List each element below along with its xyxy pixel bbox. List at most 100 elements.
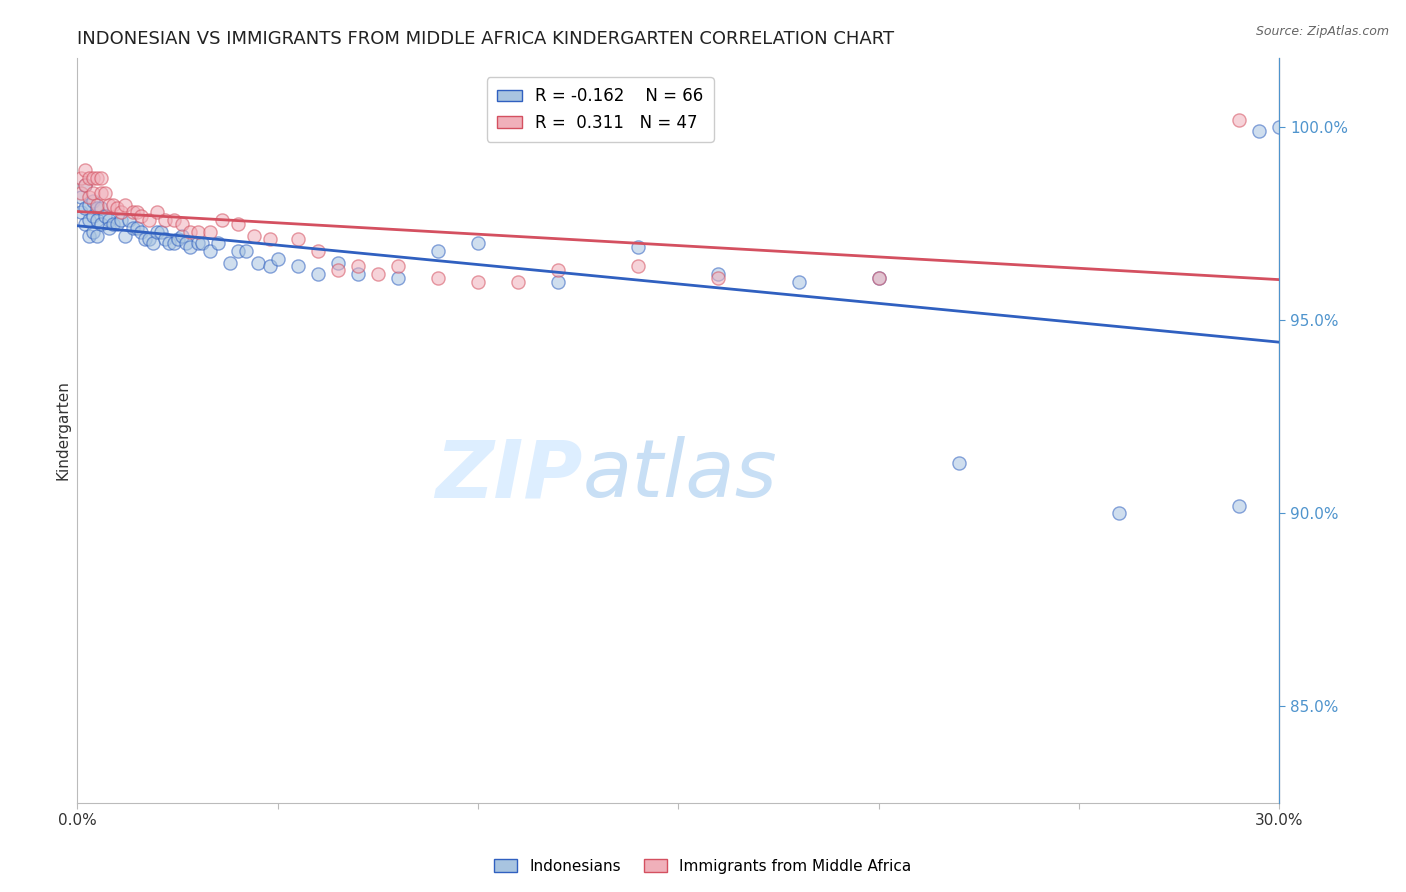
Point: [138, 213, 160, 227]
Point: [70, 205, 93, 219]
Point: [307, 244, 329, 258]
Point: [187, 225, 209, 239]
Point: [98, 197, 121, 211]
Point: [162, 213, 184, 227]
Point: [146, 225, 169, 239]
Point: [218, 255, 240, 269]
Point: [267, 252, 290, 266]
Point: [86, 213, 108, 227]
Text: ZIP: ZIP: [434, 436, 582, 514]
Point: [94, 186, 117, 200]
Point: [82, 209, 104, 223]
Point: [868, 271, 890, 285]
Point: [103, 197, 125, 211]
Point: [118, 213, 141, 227]
Point: [70, 186, 93, 200]
Point: [326, 263, 349, 277]
Point: [79, 170, 101, 185]
Point: [1229, 112, 1251, 127]
Point: [134, 232, 156, 246]
Point: [90, 217, 112, 231]
Point: [98, 213, 121, 227]
Point: [868, 271, 890, 285]
Point: [86, 202, 108, 216]
Point: [86, 228, 108, 243]
Point: [94, 209, 117, 223]
Point: [179, 225, 201, 239]
Point: [82, 225, 104, 239]
Point: [82, 194, 104, 208]
Point: [1268, 120, 1291, 135]
Point: [246, 255, 269, 269]
Point: [198, 225, 221, 239]
Point: [547, 263, 569, 277]
Point: [79, 197, 101, 211]
Point: [387, 260, 409, 274]
Point: [226, 217, 249, 231]
Point: [86, 197, 108, 211]
Point: [79, 228, 101, 243]
Point: [122, 205, 145, 219]
Point: [287, 260, 309, 274]
Point: [98, 220, 121, 235]
Point: [162, 236, 184, 251]
Legend: R = -0.162    N = 66, R =  0.311   N = 47: R = -0.162 N = 66, R = 0.311 N = 47: [486, 78, 714, 142]
Point: [367, 267, 389, 281]
Point: [150, 225, 173, 239]
Point: [131, 209, 153, 223]
Point: [114, 197, 136, 211]
Point: [707, 271, 730, 285]
Point: [427, 244, 450, 258]
Point: [70, 170, 93, 185]
Text: INDONESIAN VS IMMIGRANTS FROM MIDDLE AFRICA KINDERGARTEN CORRELATION CHART: INDONESIAN VS IMMIGRANTS FROM MIDDLE AFR…: [77, 30, 894, 48]
Point: [82, 186, 104, 200]
Point: [627, 260, 650, 274]
Point: [347, 260, 370, 274]
Point: [235, 244, 257, 258]
Point: [1108, 507, 1130, 521]
Text: atlas: atlas: [582, 436, 778, 514]
Point: [211, 213, 233, 227]
Y-axis label: Kindergarten: Kindergarten: [55, 381, 70, 480]
Point: [107, 217, 129, 231]
Point: [1229, 499, 1251, 513]
Point: [79, 213, 101, 227]
Point: [103, 217, 125, 231]
Point: [307, 267, 329, 281]
Point: [107, 202, 129, 216]
Point: [75, 178, 97, 193]
Point: [122, 220, 145, 235]
Point: [82, 170, 104, 185]
Point: [70, 190, 93, 204]
Point: [142, 236, 165, 251]
Point: [127, 220, 149, 235]
Point: [138, 232, 160, 246]
Point: [146, 205, 169, 219]
Point: [90, 170, 112, 185]
Point: [287, 232, 309, 246]
Point: [90, 202, 112, 216]
Legend: Indonesians, Immigrants from Middle Africa: Indonesians, Immigrants from Middle Afri…: [488, 853, 918, 880]
Point: [114, 228, 136, 243]
Point: [627, 240, 650, 254]
Point: [174, 236, 197, 251]
Point: [467, 275, 489, 289]
Point: [242, 228, 264, 243]
Point: [179, 240, 201, 254]
Point: [259, 260, 281, 274]
Point: [159, 236, 181, 251]
Point: [170, 228, 193, 243]
Point: [79, 190, 101, 204]
Point: [1249, 124, 1271, 138]
Point: [787, 275, 810, 289]
Point: [86, 170, 108, 185]
Point: [75, 178, 97, 193]
Text: Source: ZipAtlas.com: Source: ZipAtlas.com: [1256, 25, 1389, 38]
Point: [508, 275, 530, 289]
Point: [948, 456, 970, 470]
Point: [166, 232, 188, 246]
Point: [226, 244, 249, 258]
Point: [187, 236, 209, 251]
Point: [707, 267, 730, 281]
Point: [259, 232, 281, 246]
